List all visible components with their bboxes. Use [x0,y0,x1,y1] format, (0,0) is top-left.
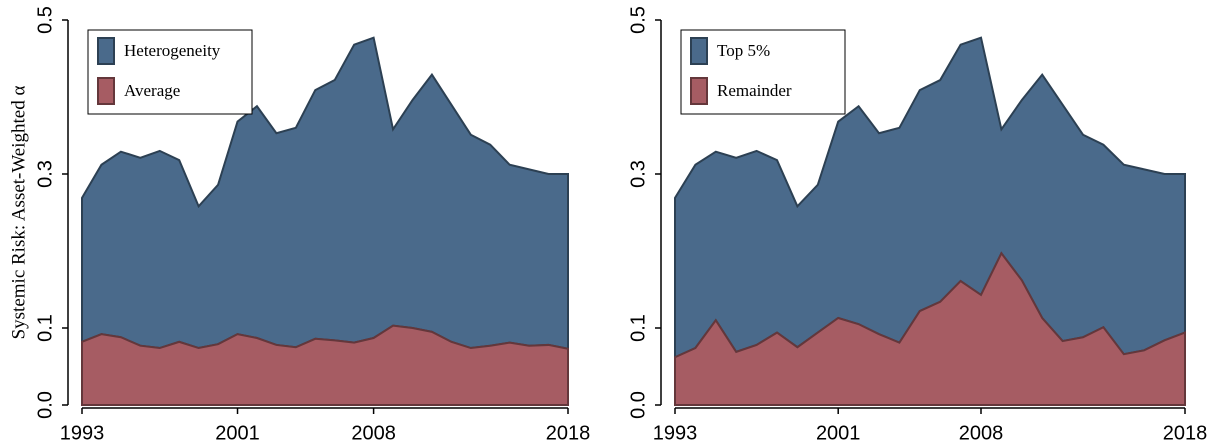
x-tick-label: 2018 [546,422,591,444]
x-tick-label: 2008 [959,422,1004,444]
x-tick-label: 1993 [653,422,698,444]
legend-box [680,29,846,115]
legend-label: Heterogeneity [124,41,221,60]
x-tick-label: 2001 [816,422,861,444]
area [81,324,569,406]
y-tick-label: 0.0 [34,391,56,419]
y-tick-label: 0.5 [627,6,649,34]
legend-swatch [690,77,708,105]
legend-label: Remainder [717,81,792,100]
legend-label: Top 5% [717,41,770,60]
y-tick-label: 0.3 [34,160,56,188]
y-axis-label: Systemic Risk: Asset-Weighted α [8,86,29,340]
y-tick-label: 0.3 [627,160,649,188]
y-tick-label: 0.0 [627,391,649,419]
legend-swatch [97,37,115,65]
x-tick-label: 1993 [60,422,105,444]
x-tick-label: 2008 [351,422,396,444]
x-tick-label: 2018 [1163,422,1208,444]
x-tick-label: 2001 [215,422,260,444]
y-tick-label: 0.5 [34,6,56,34]
area [674,251,1186,406]
y-tick-label: 0.1 [34,314,56,342]
legend-label: Average [124,81,180,100]
legend-swatch [97,77,115,105]
legend-box [87,29,253,115]
legend-swatch [690,37,708,65]
y-tick-label: 0.1 [627,314,649,342]
